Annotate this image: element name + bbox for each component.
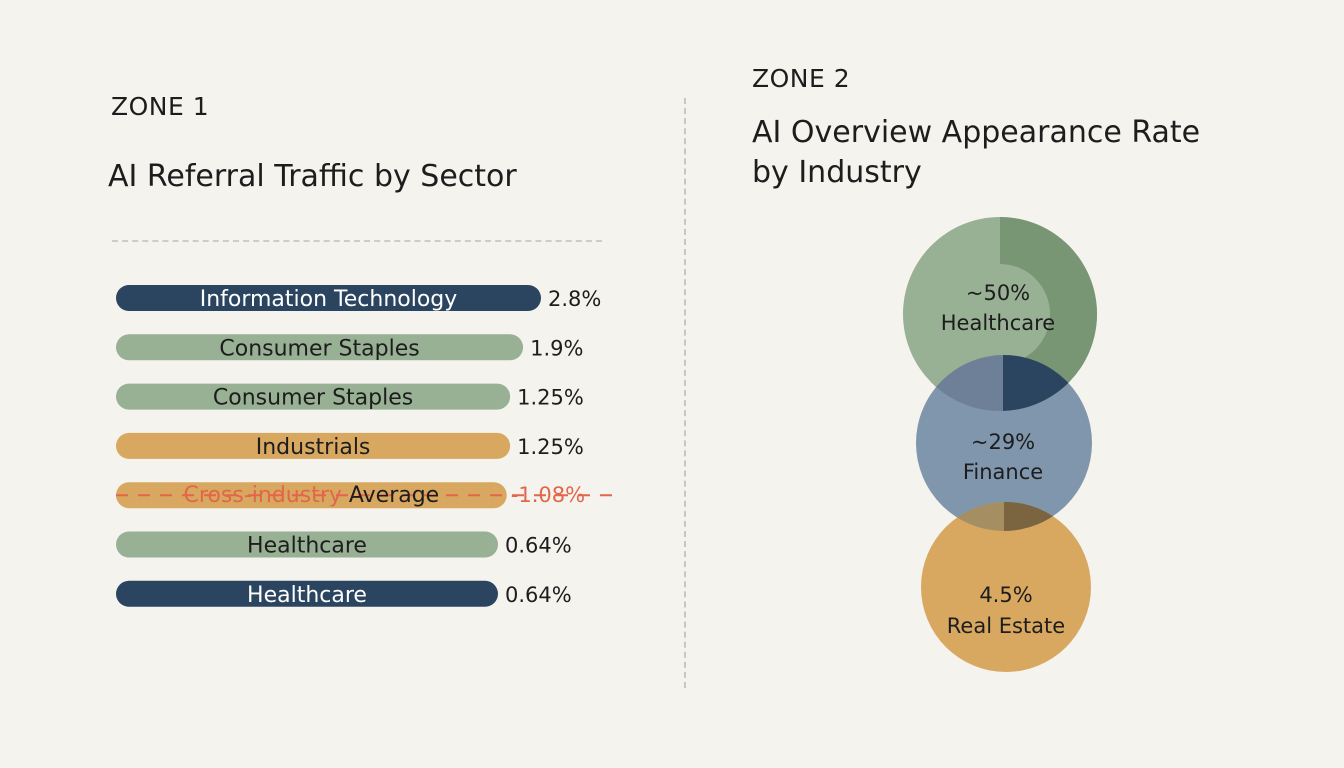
bar-label-1: Consumer Staples <box>219 336 419 361</box>
bar-5 <box>116 531 498 558</box>
bubble-category-1: Finance <box>963 460 1043 484</box>
zone2-title-line2: by Industry <box>752 155 922 190</box>
value-label-3: 1.25% <box>517 435 584 459</box>
zone-divider <box>684 98 686 688</box>
bubble-value-0: ~50% <box>966 281 1030 305</box>
bubble-value-2: 4.5% <box>979 583 1032 607</box>
bar-1 <box>116 334 524 361</box>
bubble-value-1: ~29% <box>971 430 1035 454</box>
bar-label-3: Industrials <box>256 435 371 460</box>
zone2-label: ZONE 2 <box>752 64 851 93</box>
bubble-real-estate <box>921 502 1091 672</box>
bar-2 <box>116 383 511 410</box>
zone1-label: ZONE 1 <box>111 92 210 121</box>
value-label-4: -1.08% <box>511 483 585 507</box>
value-label-1: 1.9% <box>530 336 583 360</box>
zone1-title: AI Referral Traffic by Sector <box>108 159 517 194</box>
bar-label-5: Healthcare <box>247 534 367 559</box>
bar-6 <box>116 580 498 607</box>
value-label-2: 1.25% <box>517 386 584 410</box>
bar-label-6: Healthcare <box>247 583 367 608</box>
value-label-5: 0.64% <box>505 534 572 558</box>
value-label-0: 2.8% <box>548 287 601 311</box>
bar-3 <box>116 432 511 459</box>
bubble-category-0: Healthcare <box>941 311 1055 335</box>
bar-label-4: Cross-industry Average <box>184 483 440 508</box>
value-label-6: 0.64% <box>505 583 572 607</box>
zone1-title-rule <box>112 240 602 242</box>
zone2-title-line1: AI Overview Appearance Rate <box>752 115 1201 150</box>
zone2-title: AI Overview Appearance Rate by Industry <box>752 113 1200 193</box>
bar-4 <box>116 482 507 509</box>
bar-0 <box>116 285 541 311</box>
bubble-category-2: Real Estate <box>947 614 1065 638</box>
bar-label-2: Consumer Staples <box>213 386 413 411</box>
bar-label-0: Information Technology <box>200 287 458 312</box>
